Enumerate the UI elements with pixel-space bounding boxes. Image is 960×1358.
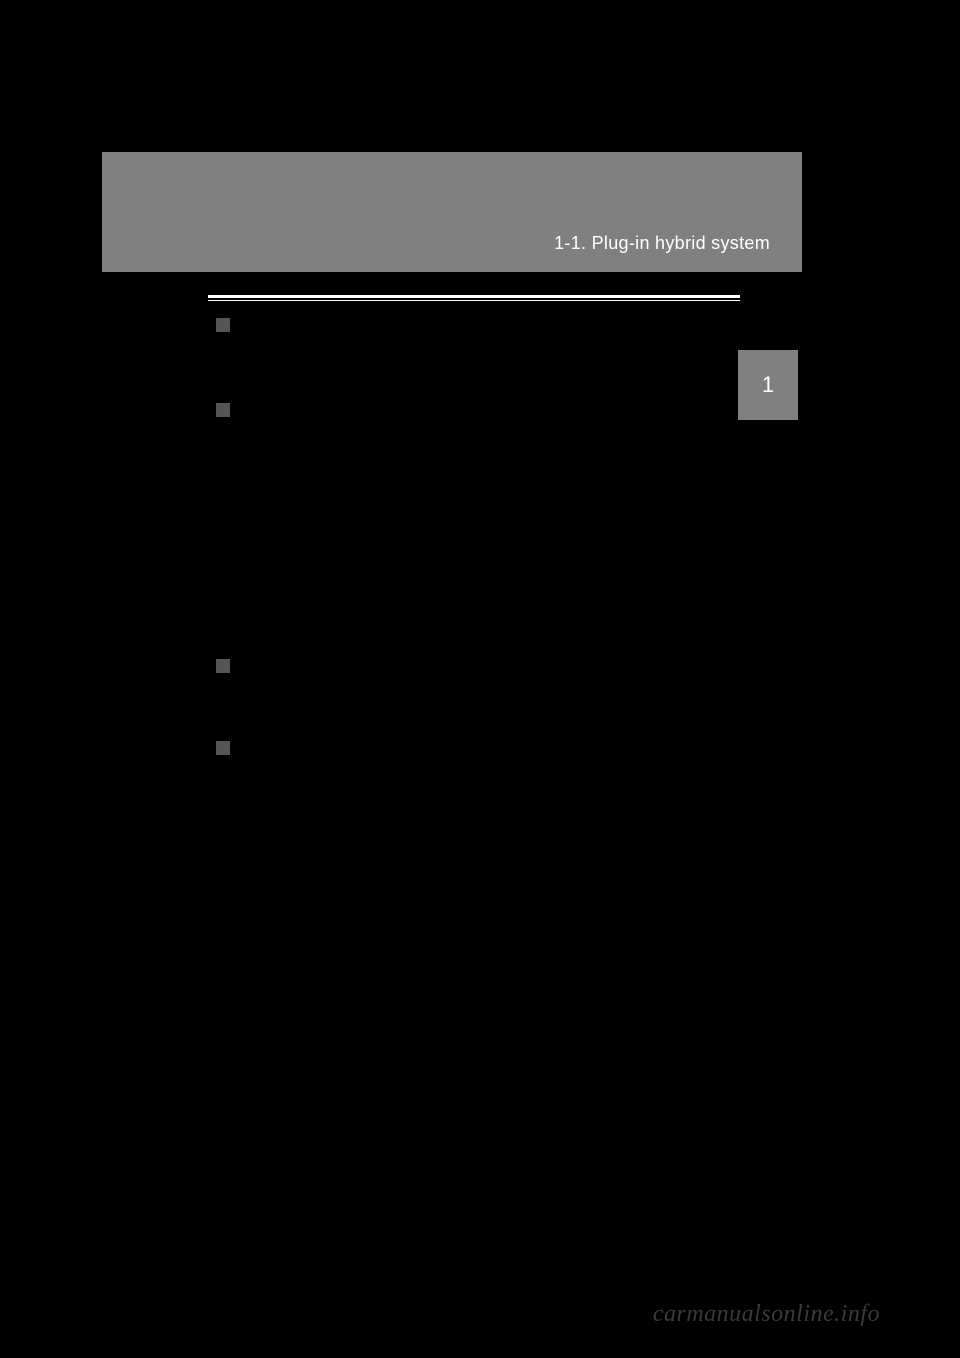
- section-header-label: 1-1. Plug-in hybrid system: [554, 233, 770, 254]
- manual-page: 1-1. Plug-in hybrid system 1 carmanualso…: [0, 0, 960, 1358]
- bullet-marker: [216, 741, 230, 755]
- source-watermark: carmanualsonline.info: [653, 1301, 880, 1328]
- bullet-marker: [216, 403, 230, 417]
- divider-rule-thick: [208, 295, 740, 298]
- bullet-marker: [216, 659, 230, 673]
- divider-rule-thin: [208, 300, 740, 301]
- bullet-marker: [216, 318, 230, 332]
- chapter-number: 1: [762, 372, 774, 398]
- section-header-band: 1-1. Plug-in hybrid system: [102, 152, 802, 272]
- chapter-side-tab: 1: [738, 350, 798, 420]
